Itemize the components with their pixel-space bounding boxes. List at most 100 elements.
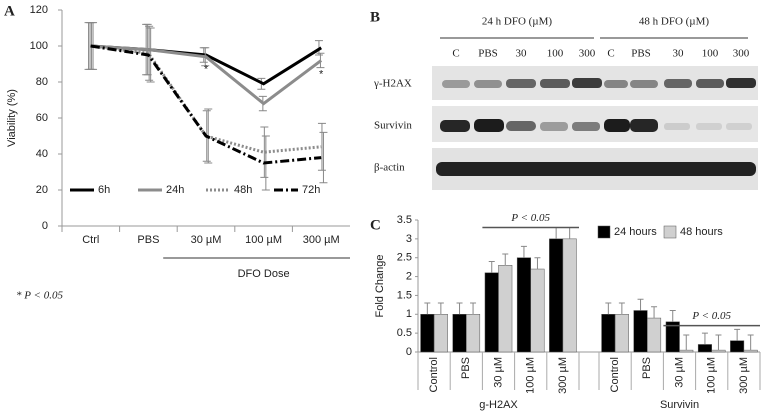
x-tick-label: Control bbox=[609, 357, 621, 392]
line bbox=[90, 44, 323, 106]
band bbox=[572, 122, 600, 131]
row-label: Survivin bbox=[374, 120, 412, 132]
legend-label: 72h bbox=[302, 184, 320, 196]
band bbox=[474, 80, 502, 88]
bar bbox=[452, 314, 467, 353]
bar bbox=[562, 238, 577, 353]
x-tick-label: 300 µM bbox=[738, 357, 750, 394]
bar bbox=[498, 265, 513, 353]
legend-swatch bbox=[597, 225, 611, 239]
bar bbox=[697, 344, 712, 353]
band bbox=[696, 79, 724, 88]
y-tick-label: 0 bbox=[406, 346, 412, 358]
x-tick-label: PBS bbox=[641, 357, 653, 379]
x-tick-label: 30 µM bbox=[673, 357, 685, 388]
error-bar bbox=[456, 302, 463, 315]
error-bar bbox=[437, 302, 444, 315]
lane-label: PBS bbox=[478, 48, 498, 60]
error-bar bbox=[701, 332, 708, 345]
panel-label: C bbox=[370, 217, 381, 233]
line bbox=[90, 44, 322, 165]
y-tick-label: 20 bbox=[36, 184, 48, 196]
x-tick-label: Ctrl bbox=[82, 234, 99, 246]
x-tick-label: PBS bbox=[460, 357, 472, 379]
legend-label: 48 hours bbox=[680, 226, 723, 238]
bar bbox=[516, 257, 531, 353]
y-tick-label: 60 bbox=[36, 112, 48, 124]
y-tick-label: 80 bbox=[36, 76, 48, 88]
y-tick-label: 2 bbox=[406, 270, 412, 282]
lane-label: 30 bbox=[516, 48, 528, 60]
error-bar bbox=[520, 245, 527, 258]
bar bbox=[601, 314, 616, 353]
band bbox=[604, 80, 628, 88]
error-bar bbox=[502, 253, 509, 266]
error-bar bbox=[605, 302, 612, 315]
error-bar bbox=[747, 334, 754, 351]
y-tick-label: 3 bbox=[406, 233, 412, 245]
y-tick-label: 3.5 bbox=[397, 214, 412, 226]
error-bar bbox=[534, 257, 541, 270]
band bbox=[442, 80, 470, 88]
y-tick-label: 100 bbox=[30, 40, 48, 52]
x-tick-label: PBS bbox=[137, 234, 159, 246]
western-blot bbox=[432, 37, 758, 190]
y-tick-label: 2.5 bbox=[397, 252, 412, 264]
annotation: * bbox=[319, 69, 324, 81]
error-bar bbox=[424, 302, 431, 315]
band bbox=[440, 120, 470, 132]
error-bar bbox=[566, 227, 573, 239]
x-tick-label: 100 µM bbox=[706, 357, 718, 394]
band bbox=[726, 123, 752, 130]
lane-label: C bbox=[452, 48, 459, 60]
y-tick-label: 0.5 bbox=[397, 327, 412, 339]
error-bar bbox=[683, 334, 690, 351]
x-tick-label: 300 µM bbox=[303, 234, 340, 246]
band bbox=[630, 80, 658, 88]
bar bbox=[530, 268, 545, 353]
legend-label: 24h bbox=[166, 184, 184, 196]
bar bbox=[743, 349, 758, 353]
error-bar bbox=[146, 27, 155, 83]
bar bbox=[420, 314, 435, 353]
error-bar bbox=[145, 25, 154, 81]
error-bar bbox=[618, 302, 625, 315]
footnote: * P < 0.05 bbox=[16, 290, 63, 302]
legend-label: 24 hours bbox=[614, 226, 657, 238]
lane-label: PBS bbox=[631, 48, 651, 60]
x-tick-label: Control bbox=[428, 357, 440, 392]
bar bbox=[647, 317, 662, 353]
x-tick-label: 100 µM bbox=[245, 234, 282, 246]
error-bar bbox=[470, 302, 477, 315]
band bbox=[474, 119, 504, 132]
band bbox=[436, 162, 756, 176]
x-tick-label: 30 µM bbox=[191, 234, 222, 246]
lane-label: 100 bbox=[702, 48, 719, 60]
error-bar bbox=[319, 131, 328, 184]
band bbox=[696, 123, 722, 130]
error-bar bbox=[651, 306, 658, 319]
band bbox=[664, 123, 690, 130]
x-tick-label: 100 µM bbox=[525, 357, 537, 394]
band bbox=[726, 78, 756, 88]
bar bbox=[665, 321, 680, 353]
legend-label: 6h bbox=[98, 184, 110, 196]
row-label: β-actin bbox=[374, 162, 405, 174]
annotation: P < 0.05 bbox=[510, 212, 550, 224]
band bbox=[506, 121, 536, 131]
error-bar bbox=[488, 260, 495, 273]
band bbox=[540, 122, 568, 131]
bar bbox=[484, 272, 499, 353]
y-tick-label: 120 bbox=[30, 4, 48, 16]
row-label: γ-H2AX bbox=[373, 78, 412, 90]
lane-label: 30 bbox=[673, 48, 685, 60]
annotation: P < 0.05 bbox=[691, 310, 731, 322]
group-label: g-H2AX bbox=[479, 399, 518, 411]
lane-label: C bbox=[607, 48, 614, 60]
lane-label: 300 bbox=[579, 48, 596, 60]
panel-label: B bbox=[370, 9, 380, 25]
error-bar bbox=[669, 310, 676, 322]
lane-label: 300 bbox=[733, 48, 750, 60]
bar bbox=[730, 340, 745, 353]
